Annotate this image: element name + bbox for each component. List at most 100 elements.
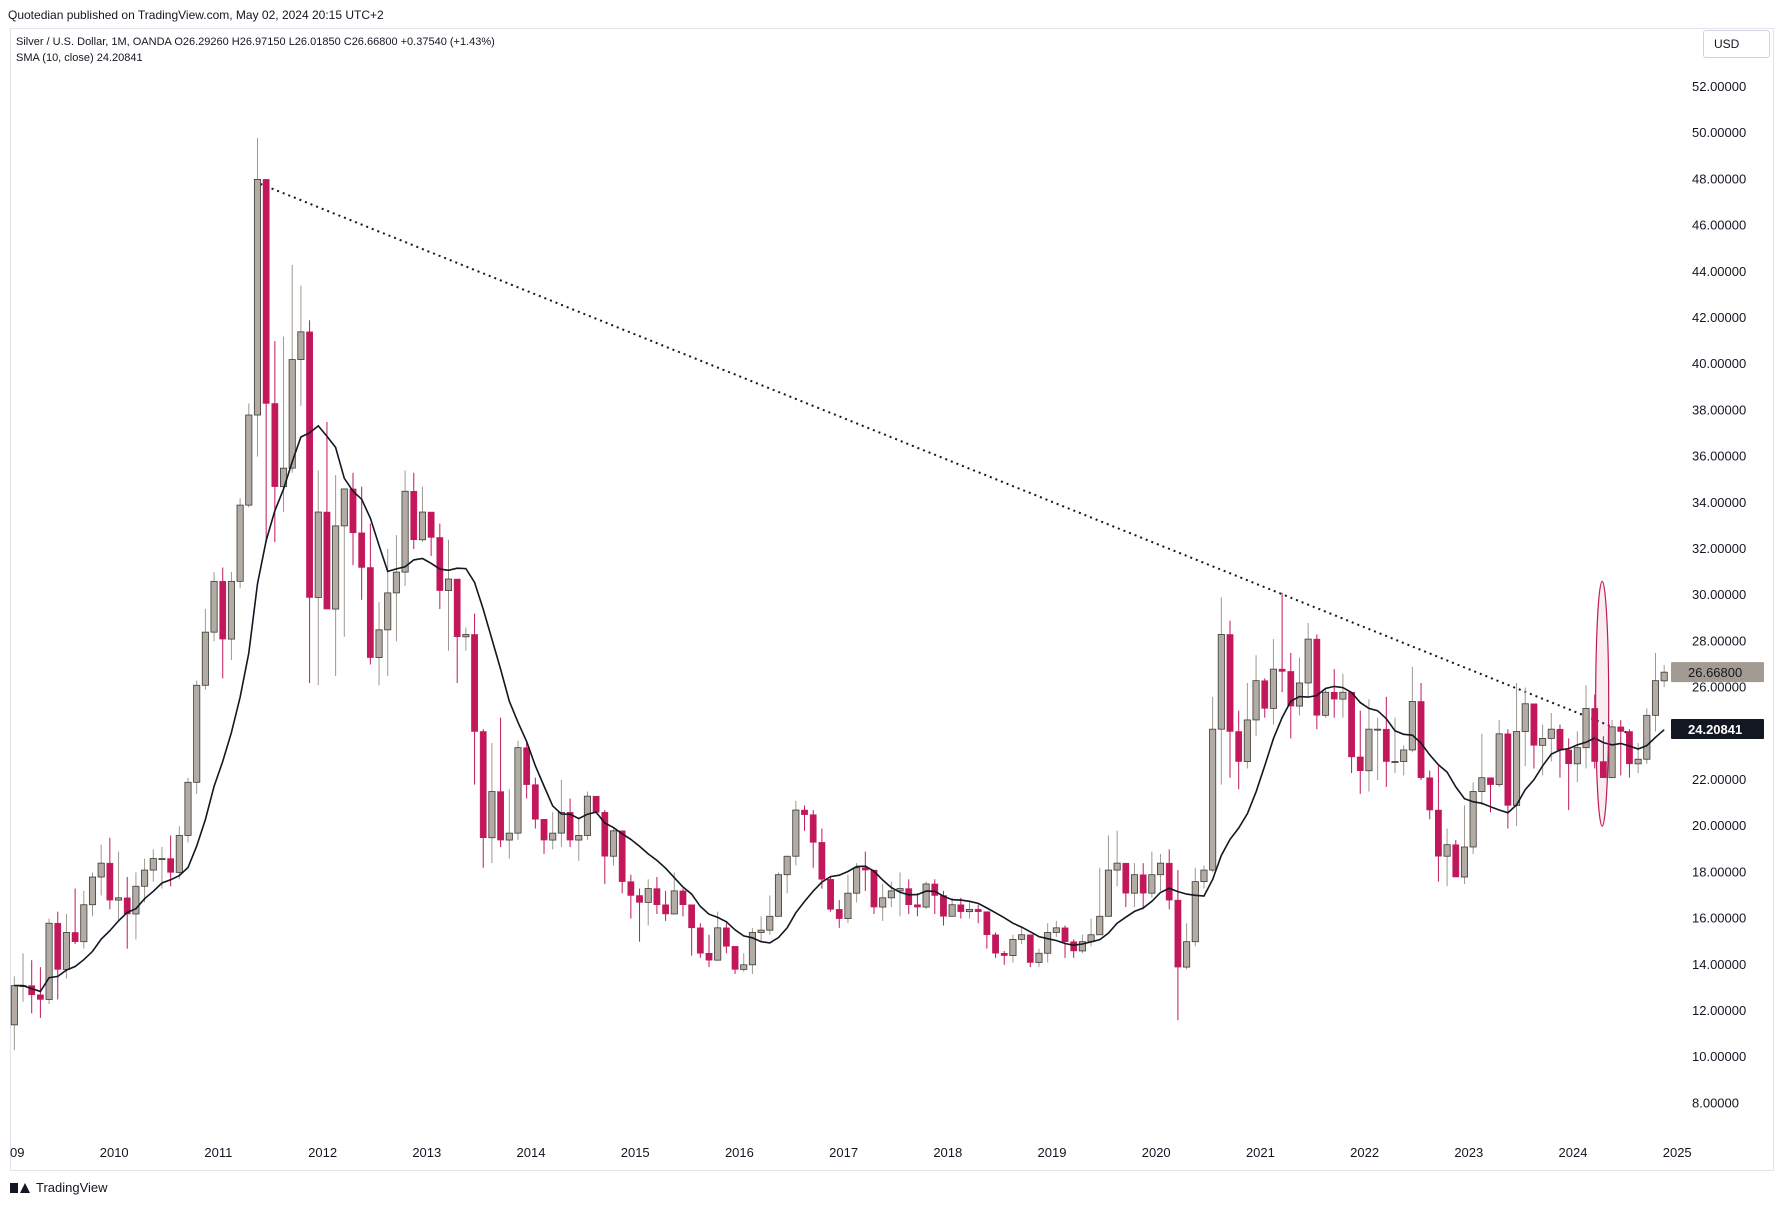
candle (462, 627, 470, 651)
candle (1408, 666, 1416, 753)
currency-button[interactable]: USD (1703, 30, 1770, 58)
candle (28, 960, 36, 1014)
candle (1217, 597, 1225, 785)
candle (1643, 708, 1651, 764)
candle (1122, 862, 1130, 908)
candle (245, 403, 253, 508)
candle (479, 729, 487, 868)
candle (818, 828, 826, 889)
candle (158, 846, 166, 889)
candle (1478, 733, 1486, 806)
candle (1435, 766, 1442, 882)
x-tick-label: 2012 (308, 1145, 337, 1160)
candle (696, 923, 704, 958)
candle (1452, 840, 1460, 878)
candle (1252, 655, 1260, 737)
candle (1287, 652, 1295, 739)
candle (731, 946, 739, 975)
candle (931, 879, 939, 914)
candle (679, 888, 687, 917)
candle (1035, 948, 1043, 968)
x-tick-label: 2019 (1038, 1145, 1067, 1160)
candle (766, 895, 774, 935)
candle (201, 609, 209, 690)
x-tick-label: 2023 (1454, 1145, 1483, 1160)
candle (236, 498, 244, 589)
y-tick-label: 26.00000 (1692, 680, 1746, 695)
candle (1530, 703, 1538, 769)
candle (410, 472, 418, 549)
candle (592, 795, 600, 813)
trendline-layer (254, 180, 1636, 738)
y-tick-label: 44.00000 (1692, 264, 1746, 279)
candle (1321, 687, 1330, 718)
candle (879, 883, 887, 921)
candle (1052, 920, 1060, 938)
candle (392, 535, 400, 642)
candle (358, 486, 366, 600)
candle (271, 341, 279, 543)
candle (1591, 694, 1599, 769)
candle (844, 874, 852, 924)
candle (1330, 669, 1338, 718)
candle (914, 893, 921, 917)
candle (662, 890, 669, 921)
x-tick-label: 2018 (933, 1145, 962, 1160)
candle (1426, 770, 1434, 820)
candle (714, 911, 722, 961)
y-tick-label: 20.00000 (1692, 818, 1746, 833)
candle (575, 819, 583, 861)
candle (1417, 682, 1425, 780)
candle (219, 567, 227, 679)
tradingview-logo-icon (10, 1181, 30, 1195)
candle (887, 881, 895, 908)
candle (1061, 925, 1069, 958)
candle (227, 572, 235, 660)
x-tick-label: 09 (10, 1145, 24, 1160)
x-tick-label: 2011 (204, 1145, 232, 1160)
candle (314, 470, 322, 686)
candle (1130, 863, 1139, 908)
top-bar: Quotedian published on TradingView.com, … (0, 0, 1785, 22)
candle (1460, 805, 1468, 884)
candle (1226, 620, 1234, 778)
candle (1443, 828, 1451, 887)
y-tick-label: 40.00000 (1692, 356, 1746, 371)
candle (1651, 652, 1660, 732)
highlight-ellipse[interactable] (1595, 580, 1610, 827)
candle (774, 872, 783, 917)
candle (965, 902, 974, 919)
candle (1009, 934, 1017, 963)
candle (1348, 691, 1355, 774)
candle (835, 900, 843, 928)
x-tick-label: 2024 (1559, 1145, 1588, 1160)
candle (444, 539, 453, 651)
candle (297, 285, 305, 406)
sma-legend[interactable]: SMA (10, close) 24.20841 (16, 52, 143, 64)
resistance-trendline[interactable] (254, 180, 1636, 738)
candle (948, 897, 956, 917)
y-tick-label: 34.00000 (1692, 495, 1746, 510)
candle (1565, 738, 1573, 811)
candle (1295, 657, 1304, 716)
y-tick-label: 42.00000 (1692, 310, 1746, 325)
candle (861, 851, 869, 891)
candle (10, 976, 18, 1051)
candle (1469, 782, 1477, 854)
candle (375, 602, 383, 686)
candle (853, 863, 861, 903)
sma-line[interactable] (14, 424, 1665, 993)
candle (141, 858, 149, 903)
candle (670, 872, 678, 915)
x-tick-label: 2013 (412, 1145, 441, 1160)
candle (531, 777, 539, 829)
candle (167, 835, 175, 887)
candle (1200, 865, 1208, 889)
candle (149, 849, 157, 882)
candle (1018, 927, 1026, 945)
candle (748, 927, 756, 975)
y-axis: 52.00000 50.00000 48.00000 46.00000 44.00000… (1692, 79, 1746, 1110)
candle (627, 874, 635, 919)
candle (1157, 853, 1165, 891)
